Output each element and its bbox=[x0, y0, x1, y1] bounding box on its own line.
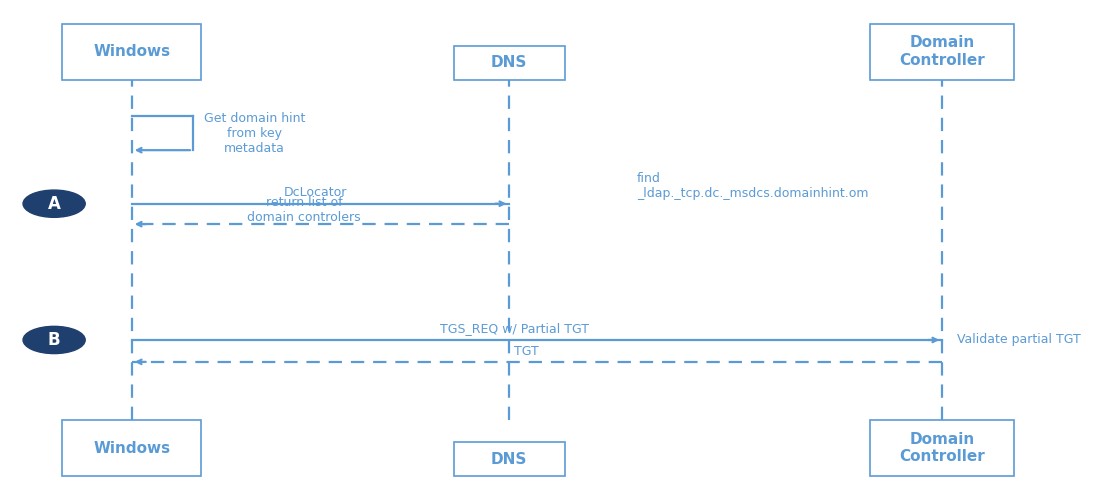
Text: Validate partial TGT: Validate partial TGT bbox=[957, 334, 1080, 346]
Text: B: B bbox=[48, 331, 60, 349]
FancyBboxPatch shape bbox=[453, 442, 565, 476]
FancyBboxPatch shape bbox=[869, 24, 1014, 80]
Circle shape bbox=[23, 326, 85, 353]
Text: return list of
domain controlers: return list of domain controlers bbox=[247, 196, 360, 224]
Text: Windows: Windows bbox=[93, 441, 170, 456]
Text: Windows: Windows bbox=[93, 44, 170, 59]
Text: find
_ldap._tcp.dc._msdcs.domainhint.om: find _ldap._tcp.dc._msdcs.domainhint.om bbox=[637, 172, 868, 200]
Text: DNS: DNS bbox=[491, 55, 527, 70]
FancyBboxPatch shape bbox=[63, 24, 201, 80]
FancyBboxPatch shape bbox=[453, 46, 565, 80]
Text: A: A bbox=[48, 195, 60, 213]
Text: Get domain hint
from key
metadata: Get domain hint from key metadata bbox=[204, 112, 305, 154]
Text: TGS_REQ w/ Partial TGT: TGS_REQ w/ Partial TGT bbox=[440, 322, 590, 335]
Text: Domain
Controller: Domain Controller bbox=[900, 36, 985, 68]
Text: DcLocator: DcLocator bbox=[283, 186, 347, 199]
Text: DNS: DNS bbox=[491, 452, 527, 467]
Text: Domain
Controller: Domain Controller bbox=[900, 432, 985, 464]
Circle shape bbox=[23, 190, 85, 217]
Text: TGT: TGT bbox=[514, 346, 538, 358]
FancyBboxPatch shape bbox=[63, 420, 201, 476]
FancyBboxPatch shape bbox=[869, 420, 1014, 476]
